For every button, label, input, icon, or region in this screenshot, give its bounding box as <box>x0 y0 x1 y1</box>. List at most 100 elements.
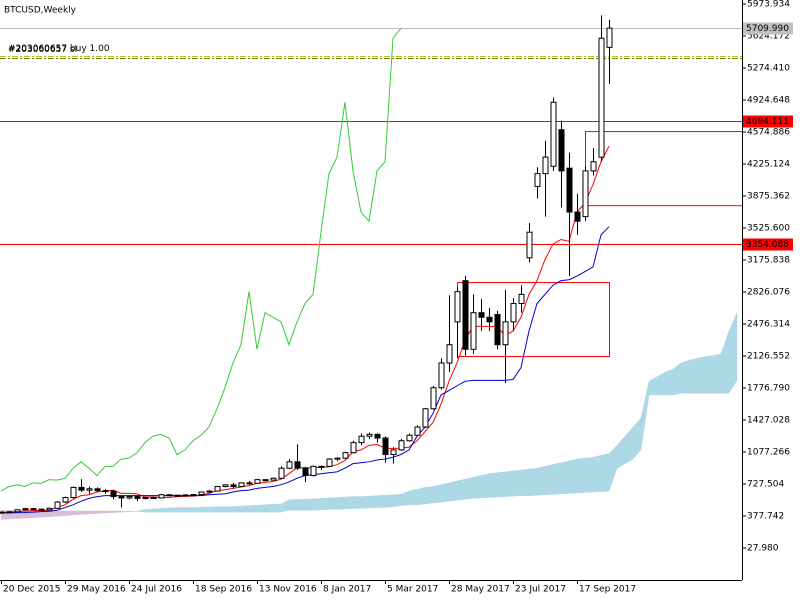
y-tick-label: 727.504 <box>747 479 784 489</box>
candle-body <box>30 508 37 511</box>
cloud-segment <box>584 456 594 493</box>
cloud-segment <box>160 507 170 513</box>
cloud-segment <box>24 510 34 519</box>
candle-body <box>0 511 5 514</box>
candle-body <box>14 509 21 513</box>
y-tick-label: 4574.886 <box>747 127 790 137</box>
cloud-segment <box>448 480 458 502</box>
cloud-segment <box>56 510 66 517</box>
candle-body <box>102 490 109 493</box>
y-tick-label: 1776.790 <box>747 383 790 393</box>
candle-body <box>302 467 309 477</box>
cloud-segment <box>224 506 234 513</box>
candle-body <box>454 291 461 323</box>
candle-body <box>334 457 341 460</box>
candle-body <box>582 170 589 218</box>
candle-body <box>358 435 365 444</box>
candle-body <box>550 101 557 167</box>
indicator-line <box>0 27 402 492</box>
cloud-segment <box>320 497 330 511</box>
cloud-segment <box>552 462 562 495</box>
level-label-box <box>743 22 793 35</box>
candle-body <box>462 280 469 350</box>
y-tick-label: 27.980 <box>747 543 779 553</box>
cloud-segment <box>248 505 258 513</box>
cloud-segment <box>304 498 314 511</box>
candle-body <box>6 511 13 514</box>
cloud-segment <box>376 494 386 508</box>
cloud-segment <box>48 510 58 517</box>
candle-body <box>126 496 133 499</box>
y-tick-label: 2126.552 <box>747 351 790 361</box>
x-tick-label: 24 Jul 2016 <box>131 585 182 595</box>
candle-body <box>382 437 389 455</box>
cloud-segment <box>392 494 402 507</box>
x-tick-label: 29 May 2016 <box>67 585 126 595</box>
candle-body <box>318 465 325 468</box>
candle-body <box>166 494 173 497</box>
candle-body <box>606 27 613 48</box>
x-tick-label: 17 Sep 2017 <box>579 585 636 595</box>
cloud-segment <box>152 508 162 513</box>
cloud-segment <box>72 510 82 516</box>
cloud-segment <box>512 469 522 497</box>
candle-body <box>542 156 549 175</box>
candle-body <box>286 461 293 469</box>
candle-body <box>430 387 437 410</box>
cloud-segment <box>472 475 482 499</box>
order-label: #203060657 buy 1.00 <box>8 44 110 54</box>
candle-body <box>294 461 301 469</box>
cloud-segment <box>96 510 106 514</box>
cloud-segment <box>592 455 602 493</box>
candle-body <box>574 211 581 222</box>
cloud-segment <box>704 355 714 394</box>
cloud-segment <box>536 466 546 496</box>
y-tick-label: 3875.362 <box>747 191 790 201</box>
cloud-segment <box>80 510 90 515</box>
cloud-segment <box>328 497 338 510</box>
candle-body <box>62 496 69 503</box>
cloud-segment <box>560 460 570 495</box>
cloud-segment <box>344 496 354 510</box>
candle-body <box>414 426 421 436</box>
candle-body <box>366 433 373 437</box>
cloud-segment <box>296 499 306 511</box>
candle-body <box>46 507 53 511</box>
cloud-segment <box>264 504 274 513</box>
cloud-segment <box>368 495 378 509</box>
cloud-segment <box>216 506 226 513</box>
cloud-segment <box>192 506 202 513</box>
candle-body <box>262 479 269 482</box>
candle-body <box>22 508 29 511</box>
candle-body <box>222 484 229 488</box>
cloud-segment <box>104 510 114 514</box>
candle-body <box>94 488 101 492</box>
cloud-segment <box>464 477 474 500</box>
level-label: 3354.088 <box>746 240 789 250</box>
cloud-segment <box>384 494 394 508</box>
cloud-segment <box>528 467 538 496</box>
candle-body <box>206 490 213 493</box>
candle-body <box>38 508 45 511</box>
cloud-segment <box>144 508 154 513</box>
y-tick-label: 2476.314 <box>747 319 790 329</box>
candle-body <box>494 314 501 346</box>
x-tick-label: 18 Sep 2016 <box>195 585 252 595</box>
candle-body <box>270 477 277 481</box>
cloud-segment <box>408 488 418 506</box>
candle-body <box>158 494 165 499</box>
cloud-segment <box>600 453 610 492</box>
candle-body <box>446 344 453 364</box>
cloud-segment <box>688 358 698 394</box>
cloud-segment <box>272 503 282 513</box>
level-label-box <box>743 115 793 128</box>
cloud-segment <box>696 356 706 394</box>
candle-body <box>398 440 405 451</box>
cloud-segment <box>184 507 194 513</box>
x-tick-label: 8 Jan 2017 <box>323 585 371 595</box>
y-tick-label: 377.742 <box>747 511 784 521</box>
cloud-segment <box>88 510 98 515</box>
